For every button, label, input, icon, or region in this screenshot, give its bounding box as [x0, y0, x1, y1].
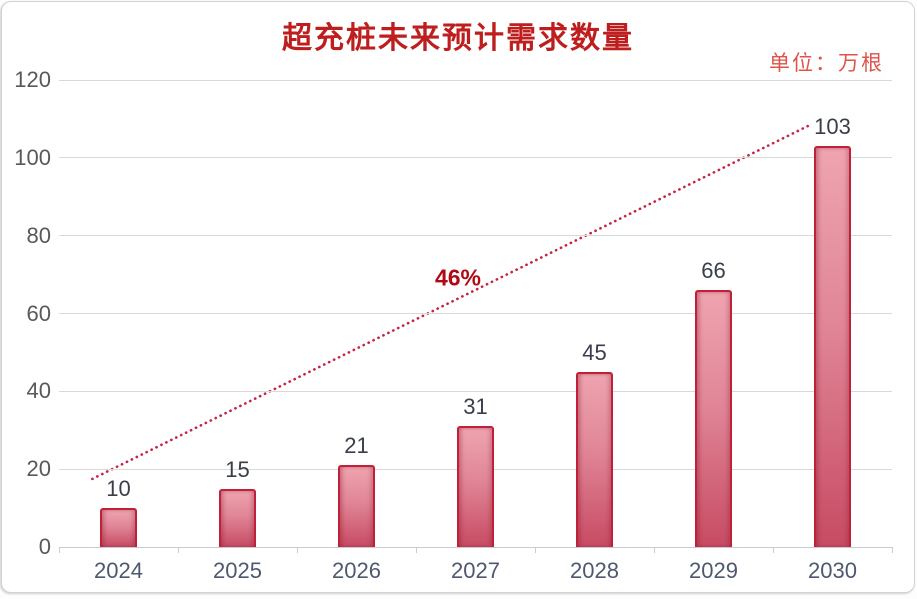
gridline	[59, 546, 892, 548]
bar-value-label: 103	[814, 114, 851, 140]
x-axis-tick	[297, 547, 298, 553]
bar	[100, 508, 137, 547]
bar-value-label: 21	[344, 433, 369, 459]
bar-value-label: 45	[582, 339, 607, 365]
x-axis-category-label: 2026	[332, 558, 381, 583]
gridline	[59, 157, 892, 159]
bar	[338, 465, 375, 547]
y-axis-tick-label: 0	[38, 534, 51, 559]
chart-title: 超充桩未来预计需求数量	[282, 22, 634, 55]
x-axis-tick	[773, 547, 774, 553]
x-axis-tick	[178, 547, 179, 553]
growth-rate-label: 46%	[434, 264, 482, 291]
gridline	[59, 313, 892, 314]
y-axis-tick-label: 60	[26, 300, 51, 326]
x-axis-category-label: 2027	[451, 558, 500, 583]
y-axis-tick-label: 80	[26, 222, 51, 248]
bar-value-label: 15	[225, 456, 250, 482]
gridline	[59, 235, 892, 237]
bar-value-label: 31	[463, 394, 488, 420]
x-axis-category-label: 2025	[213, 558, 262, 583]
x-axis-category-label: 2024	[94, 558, 143, 583]
bar	[695, 290, 732, 547]
bar	[457, 426, 494, 547]
gridline	[59, 79, 892, 81]
bar-value-label: 66	[701, 258, 726, 284]
bar-value-label: 10	[106, 476, 131, 502]
y-axis-tick-label: 100	[14, 144, 51, 170]
plot-area: 46% 0 20 40 60 80 100 120 10 2024 15 2025 21 2026 31 2…	[2, 2, 914, 592]
bar	[576, 371, 613, 547]
x-axis-category-label: 2028	[570, 558, 619, 583]
gridline	[59, 390, 892, 392]
x-axis-tick	[416, 547, 417, 553]
bar	[814, 146, 851, 547]
bar	[219, 488, 256, 547]
y-axis-tick-label: 20	[26, 456, 51, 482]
y-axis-tick-label: 40	[26, 378, 51, 404]
x-axis-tick	[59, 547, 60, 553]
x-axis-tick	[535, 547, 536, 553]
y-axis-tick-label: 120	[14, 67, 51, 92]
x-axis-tick	[892, 547, 893, 553]
x-axis-tick	[654, 547, 655, 553]
x-axis-category-label: 2030	[808, 558, 857, 583]
x-axis-category-label: 2029	[689, 558, 738, 583]
unit-label: 单位：万根	[769, 52, 884, 75]
